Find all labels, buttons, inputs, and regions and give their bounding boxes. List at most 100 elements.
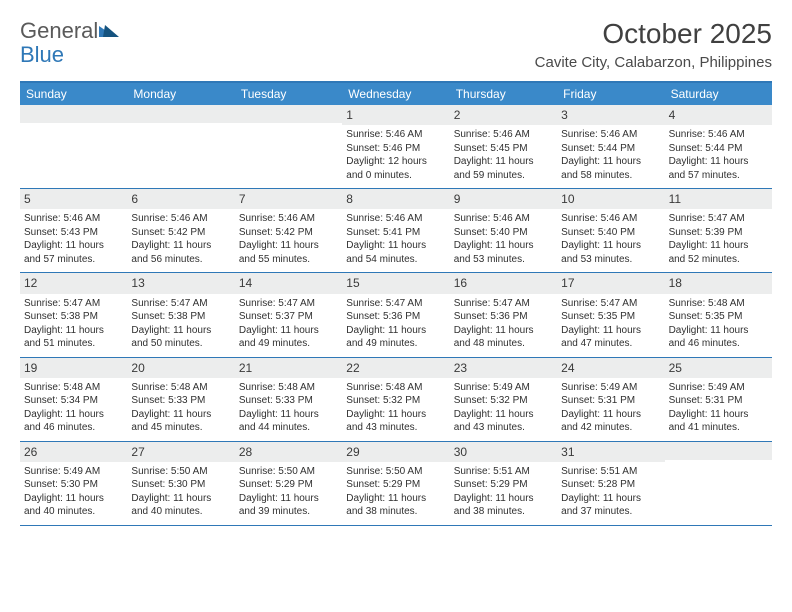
sunset-text: Sunset: 5:46 PM (346, 142, 445, 156)
sunrise-text: Sunrise: 5:51 AM (454, 465, 553, 479)
weekday-header: Sunday Monday Tuesday Wednesday Thursday… (20, 83, 772, 105)
sunrise-text: Sunrise: 5:46 AM (346, 212, 445, 226)
day-number: 22 (342, 358, 449, 378)
weekday-friday: Friday (557, 83, 664, 105)
day-number: 18 (665, 273, 772, 293)
daylight-line1: Daylight: 11 hours (24, 492, 123, 506)
sunrise-text: Sunrise: 5:47 AM (346, 297, 445, 311)
daylight-line1: Daylight: 11 hours (669, 408, 768, 422)
day-cell: 26 Sunrise: 5:49 AMSunset: 5:30 PMDayligh… (20, 442, 127, 525)
day-info: Sunrise: 5:48 AMSunset: 5:33 PMDaylight:… (131, 381, 230, 435)
day-cell: 1Sunrise: 5:46 AMSunset: 5:46 PMDaylight… (342, 105, 449, 188)
logo-word1: General (20, 18, 98, 43)
sunrise-text: Sunrise: 5:49 AM (669, 381, 768, 395)
day-number: 8 (342, 189, 449, 209)
daylight-line2: and 45 minutes. (131, 421, 230, 435)
week-row: 19Sunrise: 5:48 AMSunset: 5:34 PMDayligh… (20, 358, 772, 442)
daylight-line1: Daylight: 11 hours (454, 408, 553, 422)
daylight-line1: Daylight: 11 hours (454, 492, 553, 506)
day-info: Sunrise: 5:47 AMSunset: 5:38 PMDaylight:… (131, 297, 230, 351)
sunrise-text: Sunrise: 5:50 AM (239, 465, 338, 479)
daylight-line2: and 55 minutes. (239, 253, 338, 267)
day-cell: 17Sunrise: 5:47 AMSunset: 5:35 PMDayligh… (557, 273, 664, 356)
logo-word2: Blue (20, 42, 64, 67)
sunset-text: Sunset: 5:44 PM (669, 142, 768, 156)
sunset-text: Sunset: 5:29 PM (346, 478, 445, 492)
day-number: 7 (235, 189, 342, 209)
sunset-text: Sunset: 5:30 PM (24, 478, 123, 492)
daylight-line1: Daylight: 11 hours (454, 155, 553, 169)
sunrise-text: Sunrise: 5:49 AM (454, 381, 553, 395)
day-info: Sunrise: 5:46 AMSunset: 5:41 PMDaylight:… (346, 212, 445, 266)
day-cell: 9Sunrise: 5:46 AMSunset: 5:40 PMDaylight… (450, 189, 557, 272)
day-number: 15 (342, 273, 449, 293)
daylight-line1: Daylight: 11 hours (24, 324, 123, 338)
daylight-line2: and 43 minutes. (454, 421, 553, 435)
daylight-line2: and 46 minutes. (24, 421, 123, 435)
day-info: Sunrise: 5:46 AMSunset: 5:45 PMDaylight:… (454, 128, 553, 182)
daylight-line2: and 0 minutes. (346, 169, 445, 183)
day-cell: 2Sunrise: 5:46 AMSunset: 5:45 PMDaylight… (450, 105, 557, 188)
sunset-text: Sunset: 5:31 PM (561, 394, 660, 408)
sunrise-text: Sunrise: 5:47 AM (454, 297, 553, 311)
daylight-line2: and 57 minutes. (669, 169, 768, 183)
sunrise-text: Sunrise: 5:47 AM (239, 297, 338, 311)
daylight-line2: and 39 minutes. (239, 505, 338, 519)
daylight-line1: Daylight: 11 hours (346, 408, 445, 422)
day-number: 19 (20, 358, 127, 378)
day-number: 29 (342, 442, 449, 462)
sunrise-text: Sunrise: 5:46 AM (561, 212, 660, 226)
weekday-monday: Monday (127, 83, 234, 105)
daylight-line2: and 41 minutes. (669, 421, 768, 435)
daylight-line1: Daylight: 11 hours (561, 239, 660, 253)
day-info: Sunrise: 5:50 AMSunset: 5:29 PMDaylight:… (239, 465, 338, 519)
day-cell: 14Sunrise: 5:47 AMSunset: 5:37 PMDayligh… (235, 273, 342, 356)
sunset-text: Sunset: 5:40 PM (561, 226, 660, 240)
sunrise-text: Sunrise: 5:47 AM (561, 297, 660, 311)
day-number: 23 (450, 358, 557, 378)
day-number: 13 (127, 273, 234, 293)
day-info: Sunrise: 5:47 AMSunset: 5:36 PMDaylight:… (454, 297, 553, 351)
day-info: Sunrise: 5:46 AMSunset: 5:42 PMDaylight:… (239, 212, 338, 266)
daylight-line1: Daylight: 11 hours (24, 239, 123, 253)
week-row: 26 Sunrise: 5:49 AMSunset: 5:30 PMDayligh… (20, 442, 772, 526)
sunrise-text: Sunrise: 5:46 AM (131, 212, 230, 226)
day-info: Sunrise: 5:46 AMSunset: 5:40 PMDaylight:… (454, 212, 553, 266)
sunset-text: Sunset: 5:32 PM (346, 394, 445, 408)
day-number: 25 (665, 358, 772, 378)
day-number: 26 (20, 442, 127, 462)
sunrise-text: Sunrise: 5:46 AM (24, 212, 123, 226)
logo-flag-icon (99, 18, 119, 42)
daylight-line2: and 38 minutes. (346, 505, 445, 519)
daylight-line2: and 50 minutes. (131, 337, 230, 351)
day-cell: 25 Sunrise: 5:49 AMSunset: 5:31 PMDayligh… (665, 358, 772, 441)
sunrise-text: Sunrise: 5:46 AM (669, 128, 768, 142)
day-cell: 22 Sunrise: 5:48 AMSunset: 5:32 PMDayligh… (342, 358, 449, 441)
day-number: 11 (665, 189, 772, 209)
sunrise-text: Sunrise: 5:50 AM (131, 465, 230, 479)
sunrise-text: Sunrise: 5:46 AM (239, 212, 338, 226)
day-number: 10 (557, 189, 664, 209)
day-info: Sunrise: 5:49 AMSunset: 5:30 PMDaylight:… (24, 465, 123, 519)
day-info: Sunrise: 5:49 AMSunset: 5:31 PMDaylight:… (669, 381, 768, 435)
sunset-text: Sunset: 5:38 PM (24, 310, 123, 324)
sunset-text: Sunset: 5:29 PM (239, 478, 338, 492)
day-number: 14 (235, 273, 342, 293)
daylight-line2: and 58 minutes. (561, 169, 660, 183)
day-number: 3 (557, 105, 664, 125)
daylight-line1: Daylight: 11 hours (239, 324, 338, 338)
weekday-saturday: Saturday (665, 83, 772, 105)
day-info: Sunrise: 5:46 AMSunset: 5:40 PMDaylight:… (561, 212, 660, 266)
daylight-line2: and 40 minutes. (24, 505, 123, 519)
day-info: Sunrise: 5:48 AMSunset: 5:33 PMDaylight:… (239, 381, 338, 435)
day-cell: 5Sunrise: 5:46 AMSunset: 5:43 PMDaylight… (20, 189, 127, 272)
sunrise-text: Sunrise: 5:48 AM (346, 381, 445, 395)
day-cell: 3Sunrise: 5:46 AMSunset: 5:44 PMDaylight… (557, 105, 664, 188)
day-cell: 19Sunrise: 5:48 AMSunset: 5:34 PMDayligh… (20, 358, 127, 441)
day-info: Sunrise: 5:47 AMSunset: 5:38 PMDaylight:… (24, 297, 123, 351)
day-cell: 4Sunrise: 5:46 AMSunset: 5:44 PMDaylight… (665, 105, 772, 188)
day-cell-empty (127, 105, 234, 188)
sunset-text: Sunset: 5:33 PM (131, 394, 230, 408)
sunrise-text: Sunrise: 5:47 AM (131, 297, 230, 311)
daylight-line1: Daylight: 11 hours (24, 408, 123, 422)
